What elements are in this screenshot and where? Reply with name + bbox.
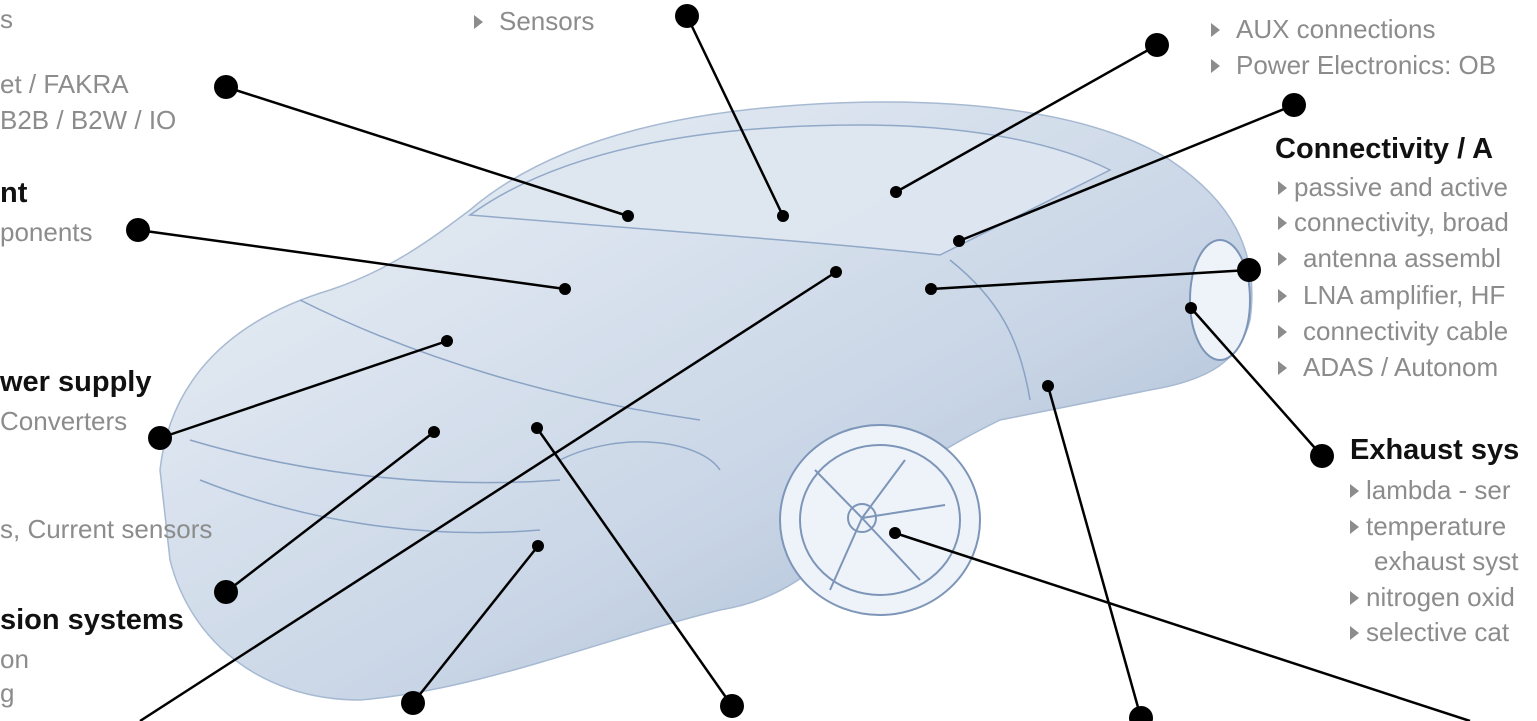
bullet-item: connectivity, broad [1278,207,1509,237]
section-heading: Exhaust sys [1350,434,1520,466]
left-heading: sion systems [0,604,184,636]
car-body [159,101,1253,701]
bullet-item: Sensors [474,6,594,36]
bullet-item: Power Electronics: OB [1211,50,1496,80]
bullet-continuation: exhaust syst [1374,546,1519,576]
left-text: B2B / B2W / IO [0,105,177,135]
bullet-item: LNA amplifier, HF [1278,280,1505,310]
bullet-item: connectivity cable [1278,316,1508,346]
section-heading: Connectivity / A [1275,133,1494,165]
bullet-item: selective cat [1350,617,1509,647]
left-text: s, Current sensors [0,514,213,544]
left-heading: wer supply [0,366,152,398]
callout-lines [137,15,1471,721]
callout-dots [126,4,1334,721]
left-text: et / FAKRA [0,69,129,99]
bullet-item: AUX connections [1211,14,1435,44]
left-text: on [0,644,29,674]
left-text: g [0,678,15,708]
left-text: ponents [0,217,93,247]
bullet-item: lambda - ser [1350,475,1511,505]
bullet-item: nitrogen oxid [1350,582,1515,612]
bullet-item: antenna assembl [1278,243,1501,273]
bullet-item: passive and active [1278,172,1508,202]
bullet-item: temperature [1350,511,1506,541]
bullet-item: ADAS / Autonom [1278,352,1498,382]
left-text: Converters [0,406,128,436]
left-text: s [0,4,13,34]
left-heading: nt [0,177,28,209]
